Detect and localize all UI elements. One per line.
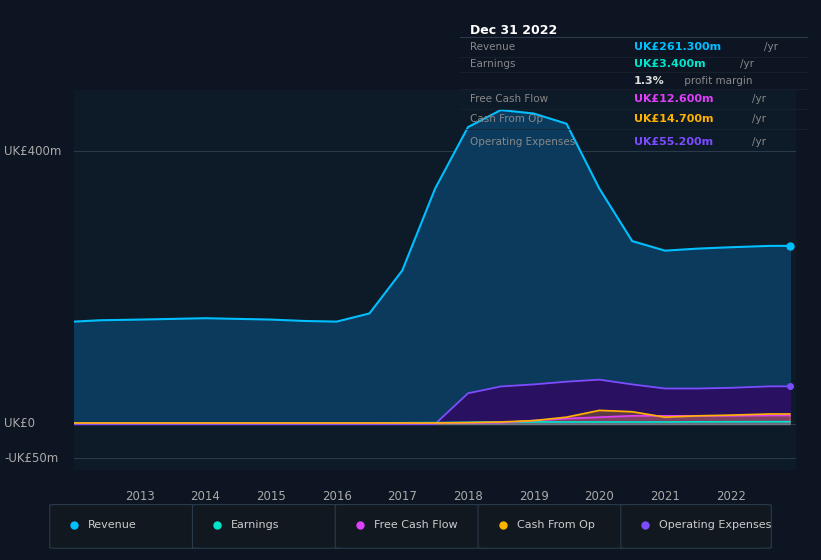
- FancyBboxPatch shape: [192, 505, 343, 548]
- Text: Revenue: Revenue: [470, 42, 516, 52]
- Text: 2019: 2019: [519, 490, 548, 503]
- Text: /yr: /yr: [752, 137, 766, 147]
- FancyBboxPatch shape: [621, 505, 771, 548]
- Text: Free Cash Flow: Free Cash Flow: [470, 95, 548, 104]
- Text: UK£400m: UK£400m: [4, 144, 62, 157]
- Text: Earnings: Earnings: [231, 520, 280, 530]
- Text: 2020: 2020: [585, 490, 614, 503]
- Text: Free Cash Flow: Free Cash Flow: [374, 520, 457, 530]
- Text: Operating Expenses: Operating Expenses: [470, 137, 576, 147]
- Text: Revenue: Revenue: [89, 520, 137, 530]
- FancyBboxPatch shape: [335, 505, 486, 548]
- Text: 2022: 2022: [716, 490, 745, 503]
- Text: Operating Expenses: Operating Expenses: [659, 520, 772, 530]
- Text: /yr: /yr: [752, 95, 766, 104]
- Text: /yr: /yr: [741, 59, 754, 69]
- Text: /yr: /yr: [764, 42, 778, 52]
- Text: -UK£50m: -UK£50m: [4, 451, 58, 465]
- Text: Dec 31 2022: Dec 31 2022: [470, 24, 557, 37]
- Text: profit margin: profit margin: [681, 76, 753, 86]
- Text: Earnings: Earnings: [470, 59, 516, 69]
- Text: Cash From Op: Cash From Op: [516, 520, 594, 530]
- Text: 2017: 2017: [388, 490, 417, 503]
- Text: UK£261.300m: UK£261.300m: [634, 42, 721, 52]
- FancyBboxPatch shape: [50, 505, 200, 548]
- Text: 2013: 2013: [125, 490, 154, 503]
- Text: UK£12.600m: UK£12.600m: [634, 95, 713, 104]
- Text: UK£0: UK£0: [4, 418, 35, 431]
- Text: UK£14.700m: UK£14.700m: [634, 114, 713, 124]
- Text: UK£3.400m: UK£3.400m: [634, 59, 705, 69]
- Text: 2016: 2016: [322, 490, 351, 503]
- Text: 2014: 2014: [190, 490, 220, 503]
- Text: 2021: 2021: [650, 490, 680, 503]
- Text: /yr: /yr: [752, 114, 766, 124]
- Text: 2015: 2015: [256, 490, 286, 503]
- Text: 2018: 2018: [453, 490, 483, 503]
- Text: UK£55.200m: UK£55.200m: [634, 137, 713, 147]
- FancyBboxPatch shape: [478, 505, 629, 548]
- Text: 1.3%: 1.3%: [634, 76, 664, 86]
- Text: Cash From Op: Cash From Op: [470, 114, 544, 124]
